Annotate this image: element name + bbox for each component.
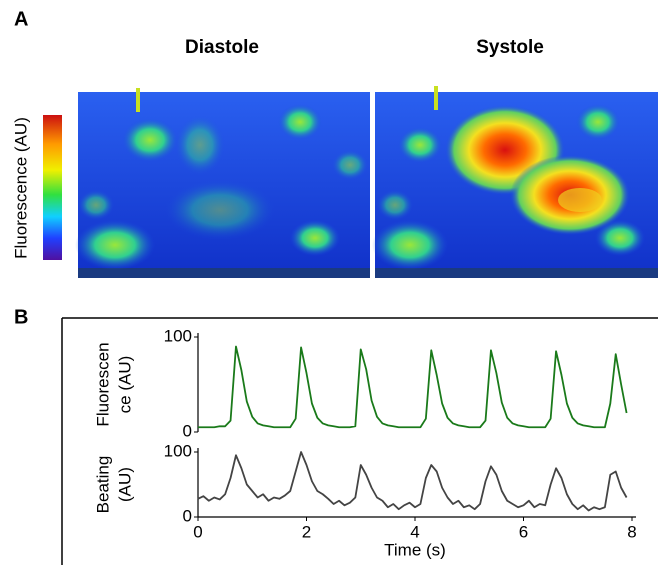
x-tick-label: 6 <box>519 522 528 541</box>
colorbar-label: Fluorescence (AU) <box>11 117 30 259</box>
panel-label: B <box>14 306 28 328</box>
y-axis-label: ce (AU) <box>115 356 134 414</box>
y-tick-label: 100 <box>164 441 192 460</box>
y-axis-label: Fluorescen <box>93 342 112 426</box>
panel-label: A <box>14 8 28 30</box>
diastole-image <box>75 88 370 278</box>
y-axis-label: (AU) <box>115 467 134 502</box>
y-tick-label: 100 <box>164 326 192 345</box>
x-tick-label: 0 <box>193 522 202 541</box>
colorbar <box>43 115 62 260</box>
x-axis-label: Time (s) <box>384 540 446 559</box>
x-tick-label: 8 <box>627 522 636 541</box>
systole-image <box>372 86 658 278</box>
data-line <box>197 451 628 512</box>
x-tick-label: 4 <box>410 522 419 541</box>
y-tick-label: 0 <box>183 421 192 440</box>
x-tick-label: 2 <box>302 522 311 541</box>
y-axis-label: Beating <box>93 456 112 514</box>
data-line <box>198 345 628 429</box>
image-title: Diastole <box>185 37 259 58</box>
y-tick-label: 0 <box>183 506 192 525</box>
image-title: Systole <box>476 37 544 58</box>
